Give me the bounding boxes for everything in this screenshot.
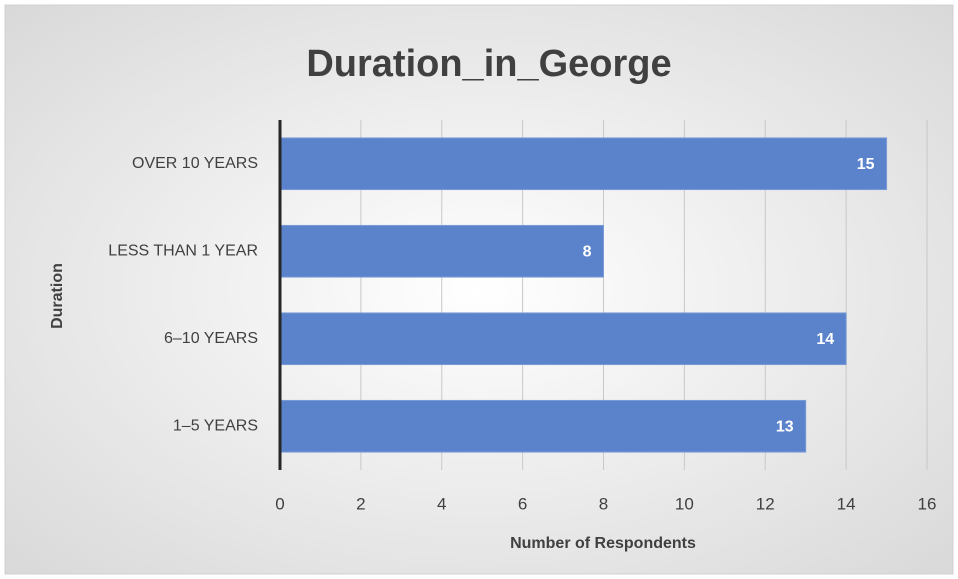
- bar: [279, 312, 847, 366]
- chart-title: Duration_in_George: [306, 43, 671, 85]
- x-tick-label: 14: [837, 494, 856, 513]
- x-tick-label: 8: [599, 494, 608, 513]
- y-tick-label: OVER 10 YEARS: [132, 155, 258, 172]
- y-axis-title: Duration: [49, 263, 66, 329]
- x-tick-label: 2: [356, 494, 365, 513]
- data-label: 13: [776, 418, 794, 435]
- x-tick-label: 6: [518, 494, 527, 513]
- bar: [279, 224, 604, 278]
- x-tick-label: 12: [756, 494, 775, 513]
- bar: [279, 137, 888, 191]
- x-tick-label: 10: [675, 494, 694, 513]
- data-label: 8: [583, 243, 592, 260]
- data-label: 14: [816, 331, 834, 348]
- x-tick-label: 4: [437, 494, 446, 513]
- bar: [279, 399, 807, 453]
- x-tick-label: 16: [918, 494, 937, 513]
- y-tick-label: 6–10 YEARS: [164, 330, 258, 347]
- data-label: 15: [857, 156, 875, 173]
- x-tick-label: 0: [275, 494, 284, 513]
- x-axis-title: Number of Respondents: [510, 535, 696, 552]
- y-tick-label: 1–5 YEARS: [173, 417, 258, 434]
- y-tick-label: LESS THAN 1 YEAR: [108, 242, 258, 259]
- chart-background: [4, 4, 954, 575]
